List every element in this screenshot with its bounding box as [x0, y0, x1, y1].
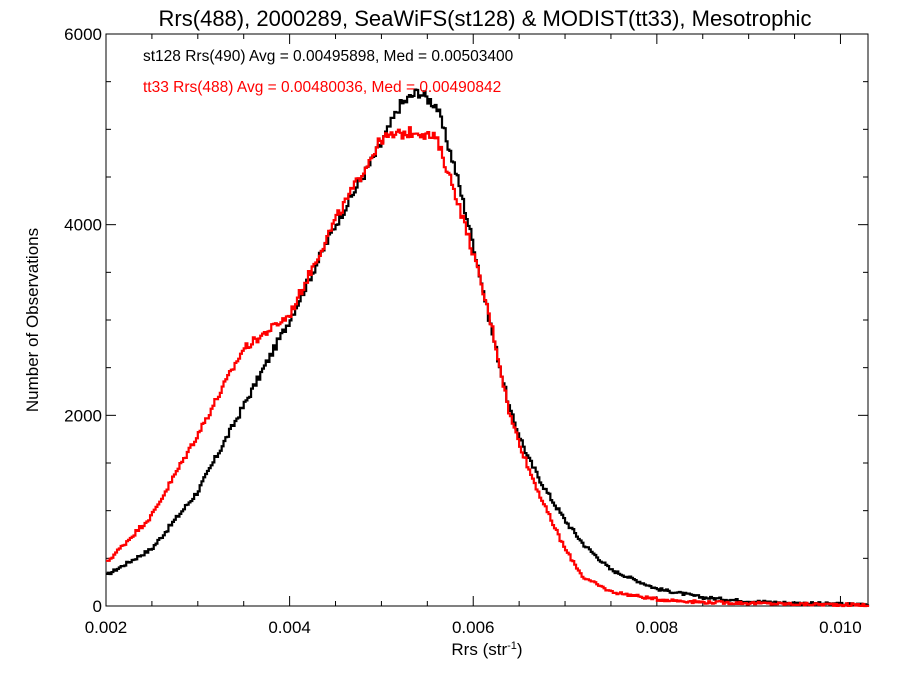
chart-title: Rrs(488), 2000289, SeaWiFS(st128) & MODI…	[159, 6, 812, 31]
y-axis-label: Number of Observations	[23, 228, 42, 412]
y-tick-label: 2000	[64, 406, 102, 425]
x-axis-label-end: )	[517, 640, 523, 659]
series-layer	[106, 88, 870, 608]
x-axis-label-superscript: -1	[507, 640, 517, 652]
x-axis-label: Rrs (str-1)	[451, 640, 522, 659]
x-tick-label: 0.006	[452, 618, 495, 637]
annotation-st128: st128 Rrs(490) Avg = 0.00495898, Med = 0…	[143, 48, 514, 65]
x-tick-label: 0.004	[268, 618, 311, 637]
y-tick-label: 6000	[64, 25, 102, 44]
annotation-tt33: tt33 Rrs(488) Avg = 0.00480036, Med = 0.…	[143, 79, 501, 96]
y-tick-label: 4000	[64, 216, 102, 235]
y-axis-ticks	[106, 33, 868, 607]
x-tick-label: 0.010	[819, 618, 862, 637]
y-tick-label: 0	[93, 597, 102, 616]
x-axis-label-main: Rrs (str	[451, 640, 507, 659]
y-axis-tick-labels: 0 2000 4000 6000	[64, 25, 102, 616]
x-axis-ticks	[105, 34, 841, 606]
x-tick-label: 0.008	[636, 618, 679, 637]
x-axis-tick-labels: 0.002 0.004 0.006 0.008 0.010	[85, 618, 862, 637]
x-tick-label: 0.002	[85, 618, 128, 637]
series-tt33-line	[106, 126, 870, 608]
